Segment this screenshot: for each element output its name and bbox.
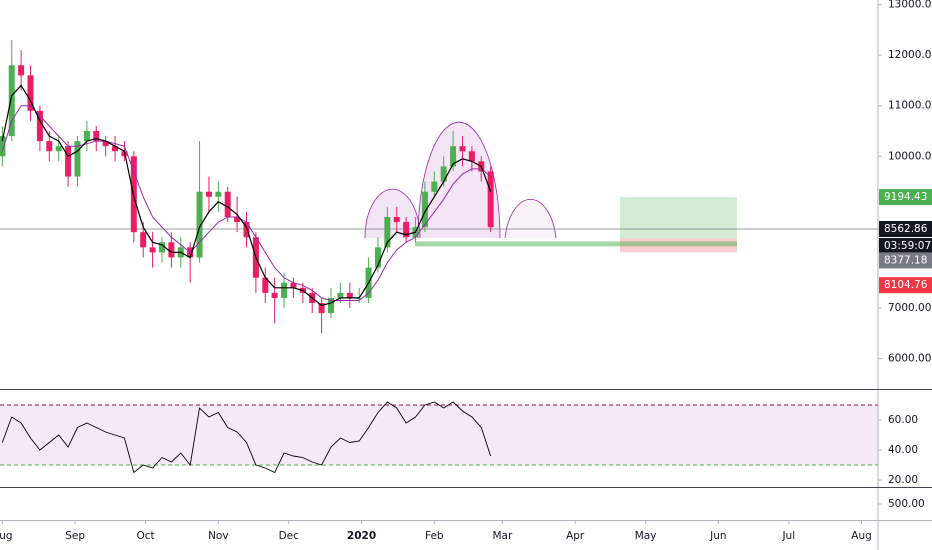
rsi-tick-label: 20.00 [888, 474, 918, 486]
rsi-tick-label: 60.00 [888, 414, 918, 426]
entry-label: 8377.18 [884, 254, 927, 266]
candle-body [140, 232, 147, 248]
candle-body [346, 292, 353, 298]
x-tick-label: 2020 [347, 530, 376, 542]
candle-body [102, 141, 109, 147]
rsi-line [1, 401, 492, 474]
last-price-label: 8562.86 [884, 223, 928, 235]
ema [1, 84, 492, 307]
y-tick-label: 12000.00 [888, 49, 932, 61]
candle-body [158, 242, 165, 253]
x-tick-label: Apr [566, 530, 585, 542]
candle-body [290, 282, 297, 288]
candle-body [112, 146, 119, 152]
candle-body [215, 191, 222, 197]
candle-body [168, 242, 175, 258]
target-label-box [879, 189, 932, 206]
osc-tick-label: 500.00 [888, 498, 925, 510]
x-tick-label: Sep [65, 530, 85, 542]
x-tick-label: Dec [279, 530, 300, 542]
rsi-band [0, 405, 878, 465]
candle-body [421, 191, 428, 228]
stop-label-box [879, 277, 932, 294]
candle-body [205, 191, 212, 197]
candle-body [18, 65, 25, 76]
entry-label-box [879, 252, 932, 269]
candle-body [149, 247, 156, 253]
candle-body [393, 217, 400, 223]
x-tick-label: Oct [136, 530, 154, 542]
candle-body [0, 136, 6, 157]
stop-label: 8104.76 [884, 279, 928, 291]
candle-body [36, 110, 43, 142]
y-tick-label: 6000.00 [888, 353, 931, 365]
candle-body [403, 222, 410, 238]
candle-body [262, 277, 269, 293]
candle-body [74, 141, 81, 177]
support-line [415, 241, 737, 247]
candle-body [459, 146, 466, 152]
candle-body [224, 191, 231, 218]
right-shoulder [504, 199, 557, 239]
x-tick-label: May [635, 530, 657, 542]
candle-body [8, 65, 15, 137]
candle-body [440, 166, 447, 182]
candle-body [431, 181, 438, 192]
candle-body [196, 191, 203, 258]
target-zone [620, 197, 737, 239]
last-price-label-box [879, 220, 932, 237]
candle-body [234, 217, 241, 223]
candle-body [65, 146, 72, 177]
candle-body [318, 302, 325, 314]
countdown: 03:59:07 [884, 240, 931, 252]
candle-body [27, 75, 34, 111]
x-tick-label: Jun [709, 530, 726, 542]
x-tick-label: Feb [425, 530, 444, 542]
candle-body [243, 222, 250, 238]
candle-body [83, 131, 90, 142]
target-label: 9194.43 [884, 191, 927, 203]
candle-body [46, 141, 53, 152]
candle-body [55, 146, 62, 152]
candle-body [337, 292, 344, 298]
candle-body [384, 217, 391, 248]
y-tick-label: 13000.00 [888, 0, 932, 11]
x-tick-label: Mar [492, 530, 512, 542]
rsi-tick-label: 40.00 [888, 444, 918, 456]
candle-body [450, 146, 457, 167]
x-tick-label: Aug [0, 530, 13, 542]
y-tick-label: 7000.00 [888, 302, 931, 314]
candle-body [281, 282, 288, 298]
candle-body [468, 151, 475, 162]
y-tick-label: 11000.00 [888, 100, 932, 112]
candle-body [374, 247, 381, 268]
x-tick-label: Nov [208, 530, 229, 542]
candle-body [487, 171, 494, 228]
x-tick-label: Aug [851, 530, 872, 542]
candle-body [93, 131, 100, 142]
y-tick-label: 10000.00 [888, 150, 932, 162]
candle-body [328, 297, 335, 314]
x-tick-label: Jul [781, 530, 795, 542]
head [417, 121, 501, 239]
candle-body [271, 292, 278, 298]
countdown-box [879, 237, 932, 254]
